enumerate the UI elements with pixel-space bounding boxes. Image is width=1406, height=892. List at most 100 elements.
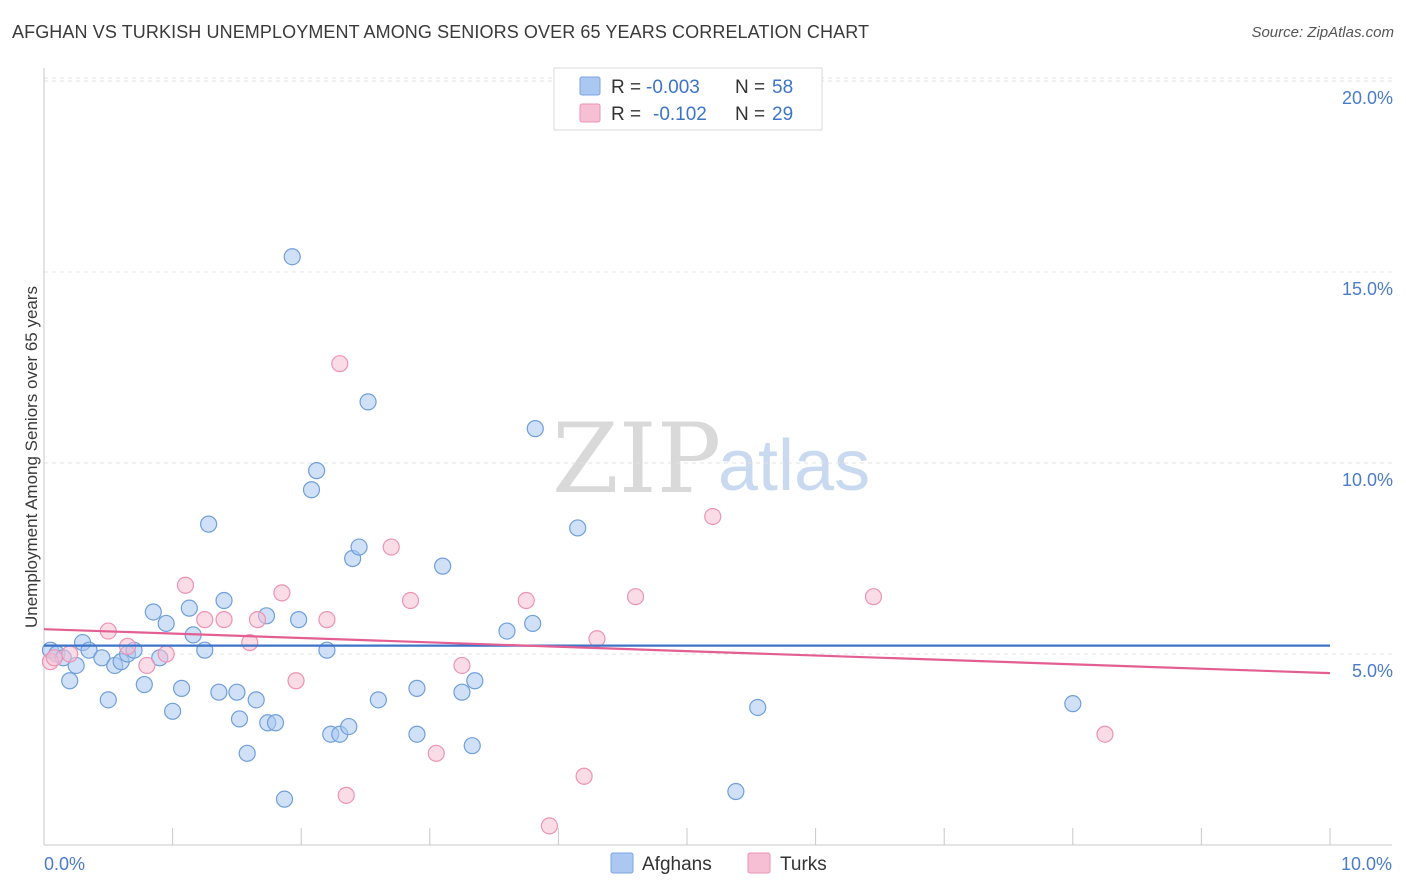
turks-point-26	[864, 588, 883, 606]
afghans-point-49	[463, 737, 481, 755]
turks-point-16	[382, 538, 400, 556]
afghans-point-19	[180, 599, 198, 617]
data-points	[41, 248, 1114, 835]
afghans-point-23	[210, 683, 228, 701]
turks-point-4	[138, 656, 156, 675]
turks-point-7	[196, 611, 214, 629]
turks-point-20	[517, 591, 535, 610]
afghans-point-24	[215, 591, 233, 610]
source-label: Source: ZipAtlas.com	[1251, 24, 1394, 41]
afghans-point-47	[434, 557, 452, 575]
afghans-point-55	[727, 782, 745, 801]
afghans-point-17	[164, 702, 182, 720]
x-tick-label-max: 10.0%	[1341, 854, 1392, 874]
turks-point-21	[540, 817, 558, 835]
turks-point-28	[45, 649, 63, 667]
afghans-point-52	[524, 614, 542, 633]
y-tick-label-3: 20.0%	[1342, 88, 1393, 108]
turks-point-10	[248, 611, 267, 629]
afghans-point-53	[526, 420, 544, 438]
watermark-zip: ZIP	[552, 403, 721, 515]
turks-point-24	[626, 588, 645, 606]
afghans-point-42	[350, 538, 368, 556]
afghans-point-7	[93, 649, 111, 667]
afghans-point-3	[61, 672, 79, 690]
y-axis-label: Unemployment Among Seniors over 65 years	[22, 286, 41, 628]
y-tick-label-2: 15.0%	[1342, 279, 1393, 299]
turks-point-25	[704, 507, 722, 526]
turks-point-8	[215, 611, 233, 629]
bottom-legend: Afghans Turks	[610, 852, 827, 875]
afghans-point-50	[466, 672, 484, 690]
turks-point-6	[176, 576, 195, 594]
afghans-point-36	[308, 462, 326, 480]
legend-r-value-turks: -0.102	[653, 104, 707, 125]
afghans-point-28	[247, 691, 265, 709]
afghans-point-27	[238, 744, 256, 762]
turks-point-23	[588, 630, 606, 648]
afghans-point-48	[453, 683, 471, 701]
afghans-point-18	[173, 679, 191, 697]
turks-point-1	[61, 645, 79, 663]
y-tick-label-0: 5.0%	[1352, 661, 1393, 681]
turks-point-17	[401, 591, 420, 610]
x-tick-marks	[172, 828, 1331, 845]
turks-point-13	[318, 611, 336, 629]
legend-n-value-turks: 29	[772, 104, 793, 125]
afghans-point-14	[144, 603, 162, 621]
turks-point-15	[337, 786, 355, 804]
turks-point-11	[273, 584, 291, 602]
grid-lines	[44, 77, 1392, 655]
legend-r-label-turks: R =	[611, 104, 641, 125]
legend: R = -0.003 N = 58 R = -0.102 N = 29	[553, 67, 823, 131]
watermark: ZIP atlas	[552, 403, 870, 515]
afghans-point-32	[275, 790, 294, 808]
afghans-point-16	[157, 614, 175, 633]
legend-r-label-afghans: R =	[611, 77, 641, 98]
turks-point-5	[157, 645, 175, 663]
afghans-point-44	[369, 691, 387, 709]
axes	[43, 68, 1392, 846]
y-tick-label-1: 10.0%	[1342, 470, 1393, 490]
afghans-point-56	[749, 698, 767, 717]
afghans-point-46	[408, 679, 426, 697]
afghans-point-26	[230, 710, 249, 728]
legend-n-label-afghans: N =	[735, 77, 765, 98]
afghans-point-51	[498, 622, 516, 640]
afghans-point-57	[1064, 695, 1082, 713]
afghans-point-43	[359, 393, 377, 411]
legend-n-label-turks: N =	[735, 104, 765, 125]
x-tick-label-min: 0.0%	[44, 854, 85, 874]
afghans-point-34	[290, 611, 308, 629]
turks-trend-line	[43, 628, 1331, 675]
legend-n-value-afghans: 58	[772, 77, 793, 98]
bottom-legend-swatch-afghans	[610, 852, 634, 874]
y-tick-labels: 5.0% 10.0% 15.0% 20.0%	[1342, 88, 1393, 681]
afghans-point-31	[266, 714, 285, 732]
legend-swatch-afghans	[579, 76, 601, 96]
turks-point-22	[575, 767, 593, 785]
afghans-point-35	[302, 481, 321, 499]
turks-point-27	[1096, 725, 1114, 743]
chart-title: AFGHAN VS TURKISH UNEMPLOYMENT AMONG SEN…	[12, 22, 870, 42]
afghans-point-8	[99, 691, 117, 709]
turks-point-18	[427, 744, 445, 762]
afghans-point-22	[200, 515, 218, 533]
afghans-point-13	[135, 675, 153, 694]
bottom-legend-label-afghans: Afghans	[642, 854, 712, 875]
legend-r-value-afghans: -0.003	[646, 77, 700, 98]
afghans-point-54	[569, 519, 587, 537]
afghans-point-40	[340, 717, 358, 736]
afghans-point-33	[283, 248, 301, 266]
trend-lines	[43, 628, 1331, 675]
turks-point-14	[331, 355, 349, 373]
afghans-point-45	[408, 725, 426, 743]
legend-swatch-turks	[579, 103, 601, 123]
turks-point-19	[453, 656, 471, 675]
bottom-legend-swatch-turks	[747, 852, 771, 874]
watermark-atlas: atlas	[718, 426, 870, 506]
afghans-point-25	[228, 683, 246, 701]
turks-point-12	[287, 672, 305, 690]
bottom-legend-label-turks: Turks	[780, 854, 827, 875]
